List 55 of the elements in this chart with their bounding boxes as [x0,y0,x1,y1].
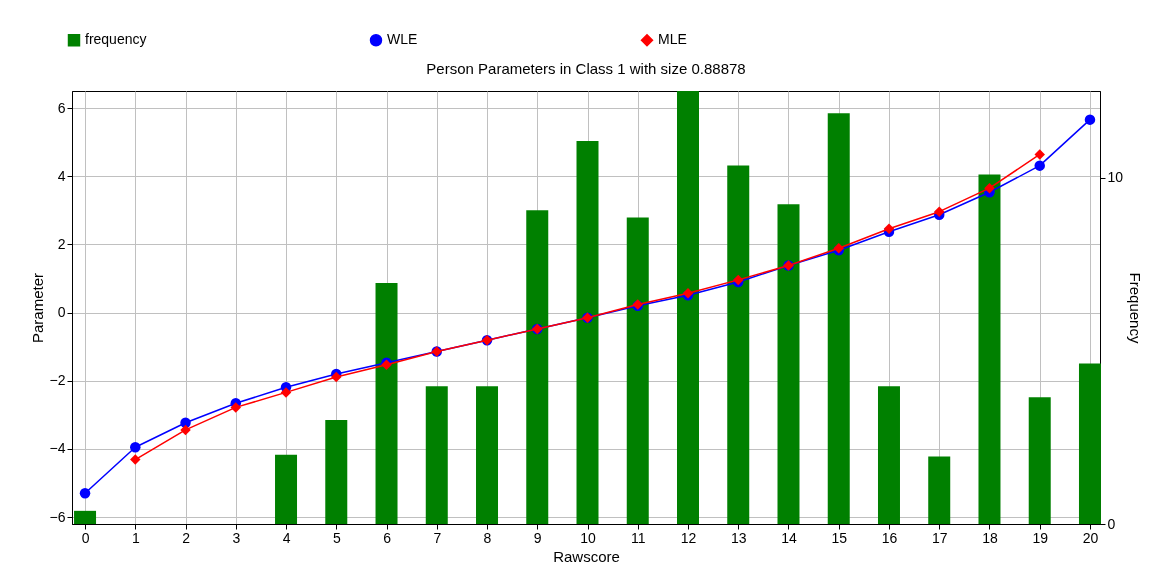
x-tick-label: 19 [1032,529,1049,546]
legend-label: frequency [85,31,147,48]
x-tick-label: 5 [332,529,341,546]
bar [727,165,750,524]
x-axis-title: Rawscore [553,547,620,565]
bar [978,174,1001,524]
x-tick-label: 9 [533,529,542,546]
y-tick-label: 2 [57,235,66,252]
x-tick-label: 10 [580,529,596,546]
x-tick-label: 18 [982,529,998,546]
x-tick-label: 0 [81,529,90,546]
bar [74,510,97,524]
bar [677,91,699,524]
x-tick-label: 2 [182,529,191,546]
y-tick-label: 4 [57,167,66,184]
bar [1078,363,1101,524]
bar [476,386,499,524]
x-tick-label: 16 [881,529,898,546]
bar [425,386,448,524]
x-tick-label: 7 [433,529,442,546]
legend-label: MLE [658,31,687,48]
x-tick-label: 15 [831,529,848,546]
bar [526,210,549,524]
y-tick-label: 0 [57,304,66,321]
bar [1028,397,1051,524]
bar [928,456,951,524]
x-tick-label: 11 [630,529,646,546]
bar [626,217,649,524]
x-tick-label: 20 [1082,529,1099,546]
y-tick-label: 6 [57,99,66,116]
chart-title: Person Parameters in Class 1 with size 0.88878 [426,60,746,77]
x-tick-label: 6 [383,529,392,546]
x-tick-label: 13 [730,529,747,546]
y-tick-label: −6 [49,508,66,525]
x-tick-label: 12 [680,529,697,546]
bar [325,420,348,524]
x-tick-label: 3 [232,529,241,546]
y2-tick-label: 0 [1107,515,1116,532]
legend-label: WLE [387,31,418,48]
bar [827,113,850,524]
y-tick-label: −2 [49,372,66,389]
bar [375,282,398,524]
x-tick-label: 4 [282,529,291,546]
y2-axis-title: Frequency [1127,272,1145,344]
bar [275,454,298,524]
x-tick-label: 17 [931,529,948,546]
y2-tick-label: 10 [1107,169,1124,186]
bar [576,140,599,524]
y-axis-title: Parameter [28,272,46,344]
x-tick-label: 14 [781,529,797,546]
x-tick-label: 1 [131,529,140,546]
bar [877,386,900,524]
bar [777,204,800,524]
y-tick-label: −4 [49,440,66,457]
x-tick-label: 8 [483,529,492,546]
